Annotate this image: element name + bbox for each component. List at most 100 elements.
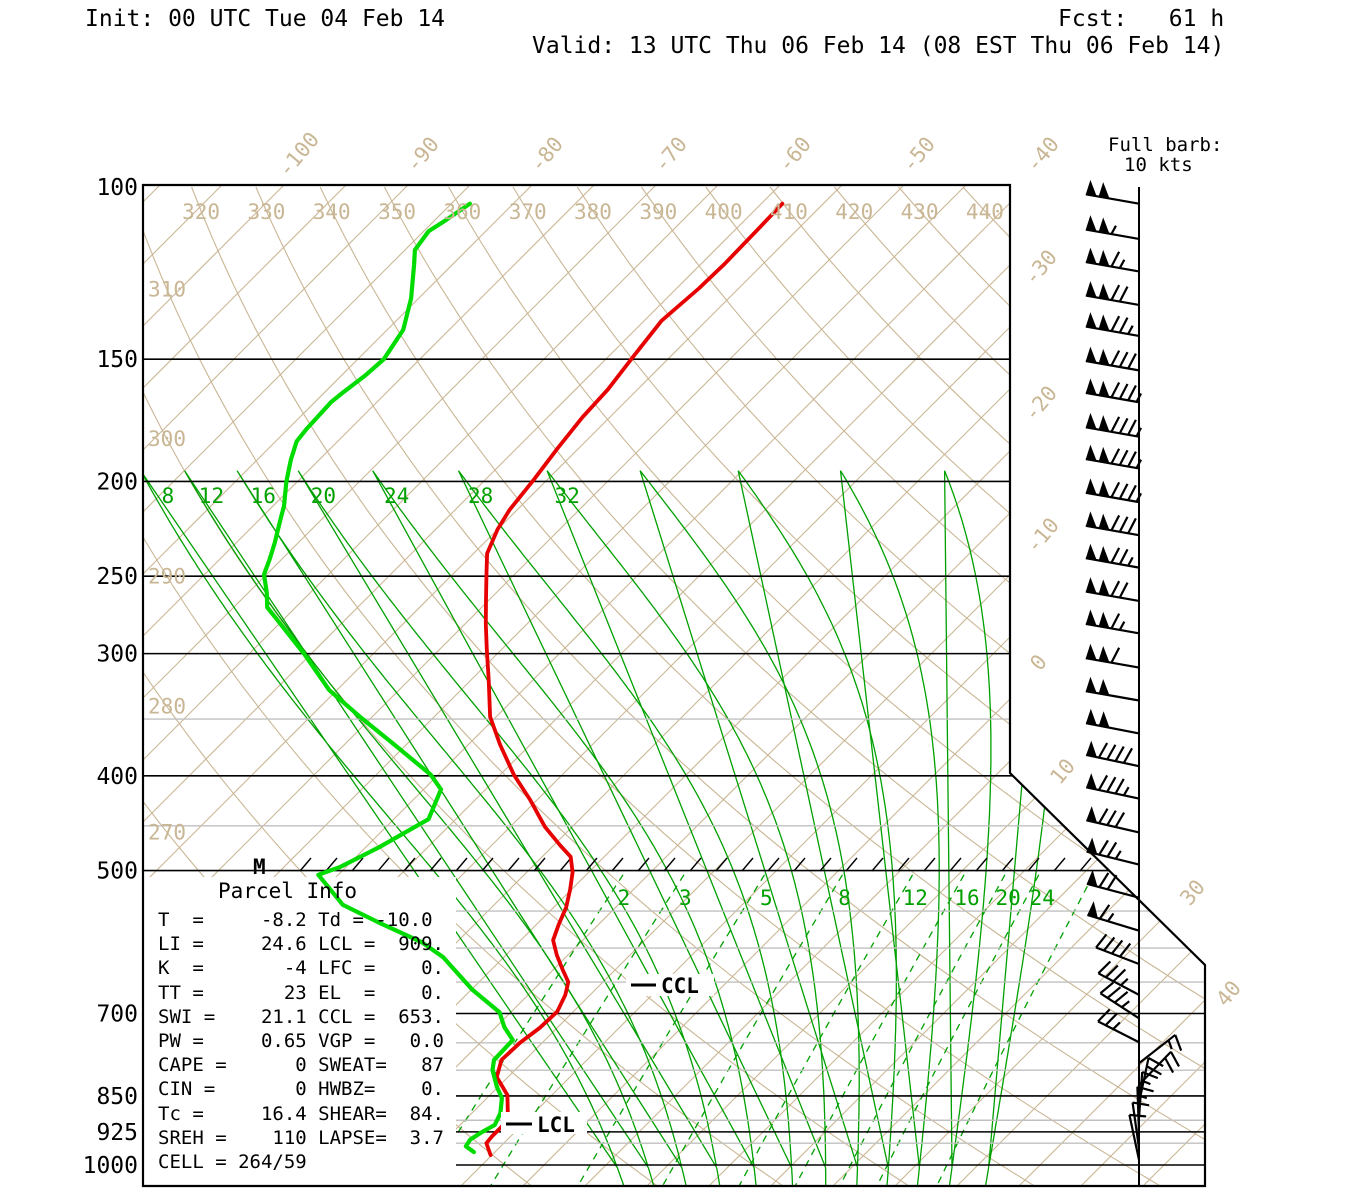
moist-adiabat-label: 16	[251, 484, 276, 508]
wind-barb-full	[1097, 742, 1109, 759]
wind-barb-full	[1110, 580, 1121, 597]
wind-barb-half	[1118, 621, 1126, 631]
hatch-tick	[1053, 857, 1066, 872]
parcel-info-line: K = -4 LFC = 0.	[158, 957, 444, 980]
pressure-tick-label: 300	[96, 642, 138, 668]
dry-adiabat-left-label: 310	[148, 278, 186, 302]
wind-barb-full	[1118, 483, 1129, 500]
isotherm-line	[143, 185, 843, 1186]
dry-adiabat-line	[143, 186, 1035, 1186]
isotherm-top-label: -50	[897, 132, 940, 176]
pressure-tick-label: 1000	[83, 1153, 138, 1179]
wind-barb-pennant	[1098, 513, 1110, 530]
wind-barb-pennant	[1098, 217, 1110, 234]
wind-barb-pennant	[1085, 281, 1097, 298]
isotherm-line	[143, 185, 409, 1186]
isotherm-line	[1080, 185, 1205, 1186]
parcel-info-line: CIN = 0 HWBZ= 0.	[158, 1078, 444, 1101]
wind-barb-pennant	[1098, 646, 1110, 663]
wind-barb-pennant	[1085, 543, 1097, 561]
wind-barb-half	[1118, 259, 1126, 269]
wind-barb-full	[1110, 514, 1121, 531]
wind-barb	[1085, 193, 1140, 205]
wind-barb-full	[1148, 1056, 1164, 1068]
isotherm-right-label: -30	[1019, 245, 1062, 289]
init-time-label: Init: 00 UTC Tue 04 Feb 14	[85, 6, 446, 32]
wind-barb-pennant	[1085, 609, 1097, 626]
wind-barb-pennant	[1085, 676, 1097, 694]
wind-barb-full	[1127, 384, 1137, 401]
wind-barb-full	[1118, 383, 1129, 400]
isotherm-line	[770, 185, 1205, 1186]
parcel-info-line: TT = 23 EL = 0.	[158, 981, 444, 1004]
wind-barb-pennant	[1098, 348, 1110, 366]
pressure-tick-label: 850	[96, 1084, 138, 1110]
wind-barb-full	[1114, 746, 1125, 762]
wind-barb-full	[1132, 1101, 1150, 1107]
hatch-tick	[715, 857, 728, 872]
wind-barb-full	[1113, 990, 1129, 1004]
wind-barb-pennant	[1098, 182, 1110, 199]
isotherm-line	[1204, 185, 1205, 1186]
wind-barb-legend-units: 10 kts	[1124, 154, 1193, 176]
wind-barb	[1085, 786, 1140, 800]
hatch-tick	[845, 857, 858, 872]
dry-adiabat-left-label: 270	[148, 820, 186, 844]
wind-barb-full	[1098, 839, 1109, 856]
hatch-tick	[793, 857, 806, 872]
dry-adiabat-top-label: 360	[443, 200, 481, 224]
wind-barb-pennant	[1086, 837, 1098, 855]
moist-adiabat-label: 24	[384, 484, 409, 508]
wind-barb-full	[1106, 776, 1117, 793]
moist-adiabat-line	[984, 470, 1060, 1186]
dry-adiabat-line	[384, 186, 1205, 1186]
dry-adiabat-top-label: 400	[705, 200, 743, 224]
hatch-tick	[299, 857, 312, 872]
dry-adiabat-top-label: 420	[835, 200, 873, 224]
moist-adiabat-label: 32	[555, 484, 580, 508]
wind-barb-half	[1122, 786, 1130, 796]
wind-barb-pennant	[1098, 314, 1110, 331]
hatch-tick	[1079, 857, 1092, 872]
moist-adiabat-line	[943, 470, 992, 1186]
pressure-tick-label: 150	[96, 347, 138, 373]
mixing-ratio-line	[662, 874, 843, 1186]
isotherm-top-label: -70	[649, 132, 692, 176]
wind-barb-full	[1118, 317, 1129, 334]
isotherm-line	[143, 185, 533, 1186]
wind-barb	[1097, 1020, 1140, 1044]
mixing-ratio-line	[876, 874, 1040, 1186]
wind-barb-full	[1105, 964, 1119, 979]
wind-barb-full	[1111, 939, 1124, 955]
lcl-mask	[501, 1112, 587, 1134]
wind-barb-full	[1137, 1085, 1154, 1093]
isotherm-top-label: -80	[525, 132, 568, 176]
wind-barb-pennant	[1098, 249, 1110, 267]
wind-barb-full	[1141, 1070, 1159, 1080]
wind-barb-pennant	[1085, 412, 1097, 430]
wind-barb-pennant	[1085, 708, 1097, 726]
wind-barb-full	[1118, 582, 1129, 599]
wind-barb-full	[1106, 874, 1118, 890]
wind-barb-pennant	[1098, 678, 1110, 696]
wind-barb-full	[1118, 449, 1129, 466]
hatch-tick	[689, 857, 702, 872]
wind-barb-full	[1103, 936, 1116, 952]
hatch-tick	[767, 857, 780, 872]
moist-adiabat-label: 8	[162, 484, 175, 508]
wind-barb-half	[1135, 459, 1143, 469]
isotherm-right-label: 40	[1211, 976, 1246, 1011]
wind-barb-full	[1098, 808, 1109, 824]
hatch-tick	[455, 857, 468, 872]
isotherm-line	[956, 185, 1205, 1186]
isotherm-line	[143, 185, 781, 1186]
wind-barb-full	[1106, 810, 1117, 826]
dry-adiabat-line	[833, 186, 1205, 1186]
wind-barb-full	[1110, 647, 1121, 664]
isotherm-line	[1018, 185, 1205, 1186]
dry-adiabat-top-label: 370	[509, 200, 547, 224]
pressure-tick-label: 500	[96, 859, 138, 885]
dry-adiabat-line	[705, 186, 1205, 1186]
wind-barb-half	[1107, 912, 1115, 922]
